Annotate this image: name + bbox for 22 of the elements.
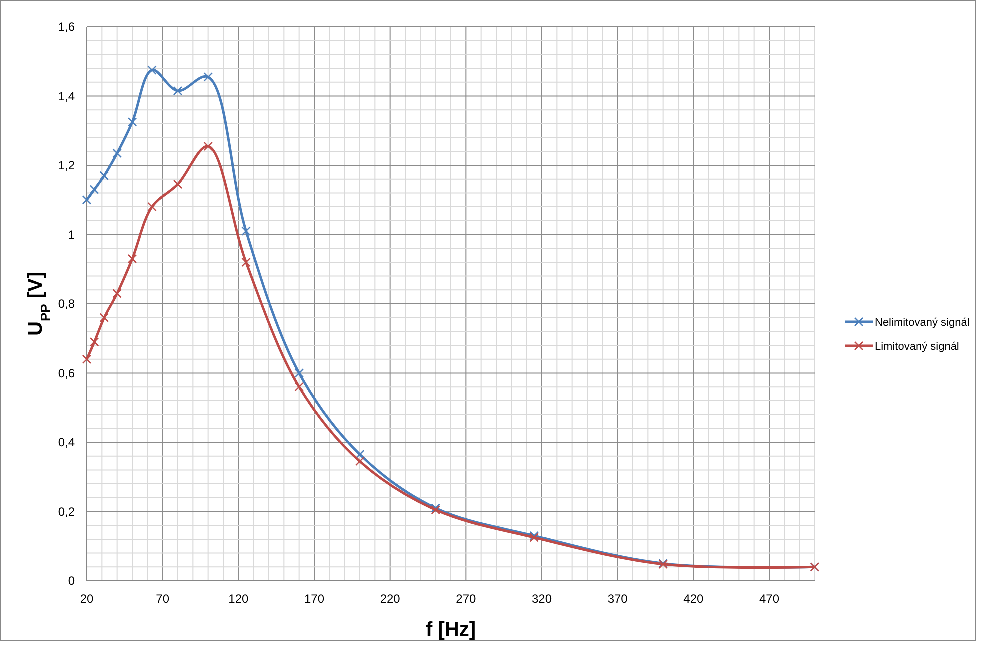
x-tick-label: 270 — [456, 592, 476, 606]
y-tick-label: 1,2 — [58, 158, 76, 172]
x-tick-label: 170 — [304, 592, 325, 606]
y-tick-label: 1,6 — [58, 20, 76, 34]
x-tick-label: 220 — [380, 592, 401, 606]
y-tick-label: 0 — [68, 574, 76, 588]
x-tick-label: 470 — [759, 592, 780, 606]
y-tick-label: 0,6 — [58, 366, 76, 380]
legend-label: Limitovaný signál — [875, 341, 960, 353]
x-tick-label: 20 — [80, 592, 94, 606]
y-tick-label: 1,4 — [58, 89, 76, 104]
legend-label: Nelimitovaný signál — [875, 317, 970, 329]
y-tick-label: 0,8 — [58, 297, 76, 311]
x-tick-label: 320 — [532, 592, 552, 606]
x-axis-title: f [Hz] — [426, 619, 476, 641]
x-tick-label: 70 — [156, 592, 170, 606]
y-tick-label: 1 — [68, 228, 76, 242]
x-tick-label: 420 — [684, 592, 704, 606]
y-tick-label: 0,2 — [58, 504, 76, 519]
y-tick-label: 0,4 — [58, 436, 76, 450]
x-tick-label: 370 — [608, 592, 628, 606]
x-tick-label: 120 — [228, 592, 249, 606]
